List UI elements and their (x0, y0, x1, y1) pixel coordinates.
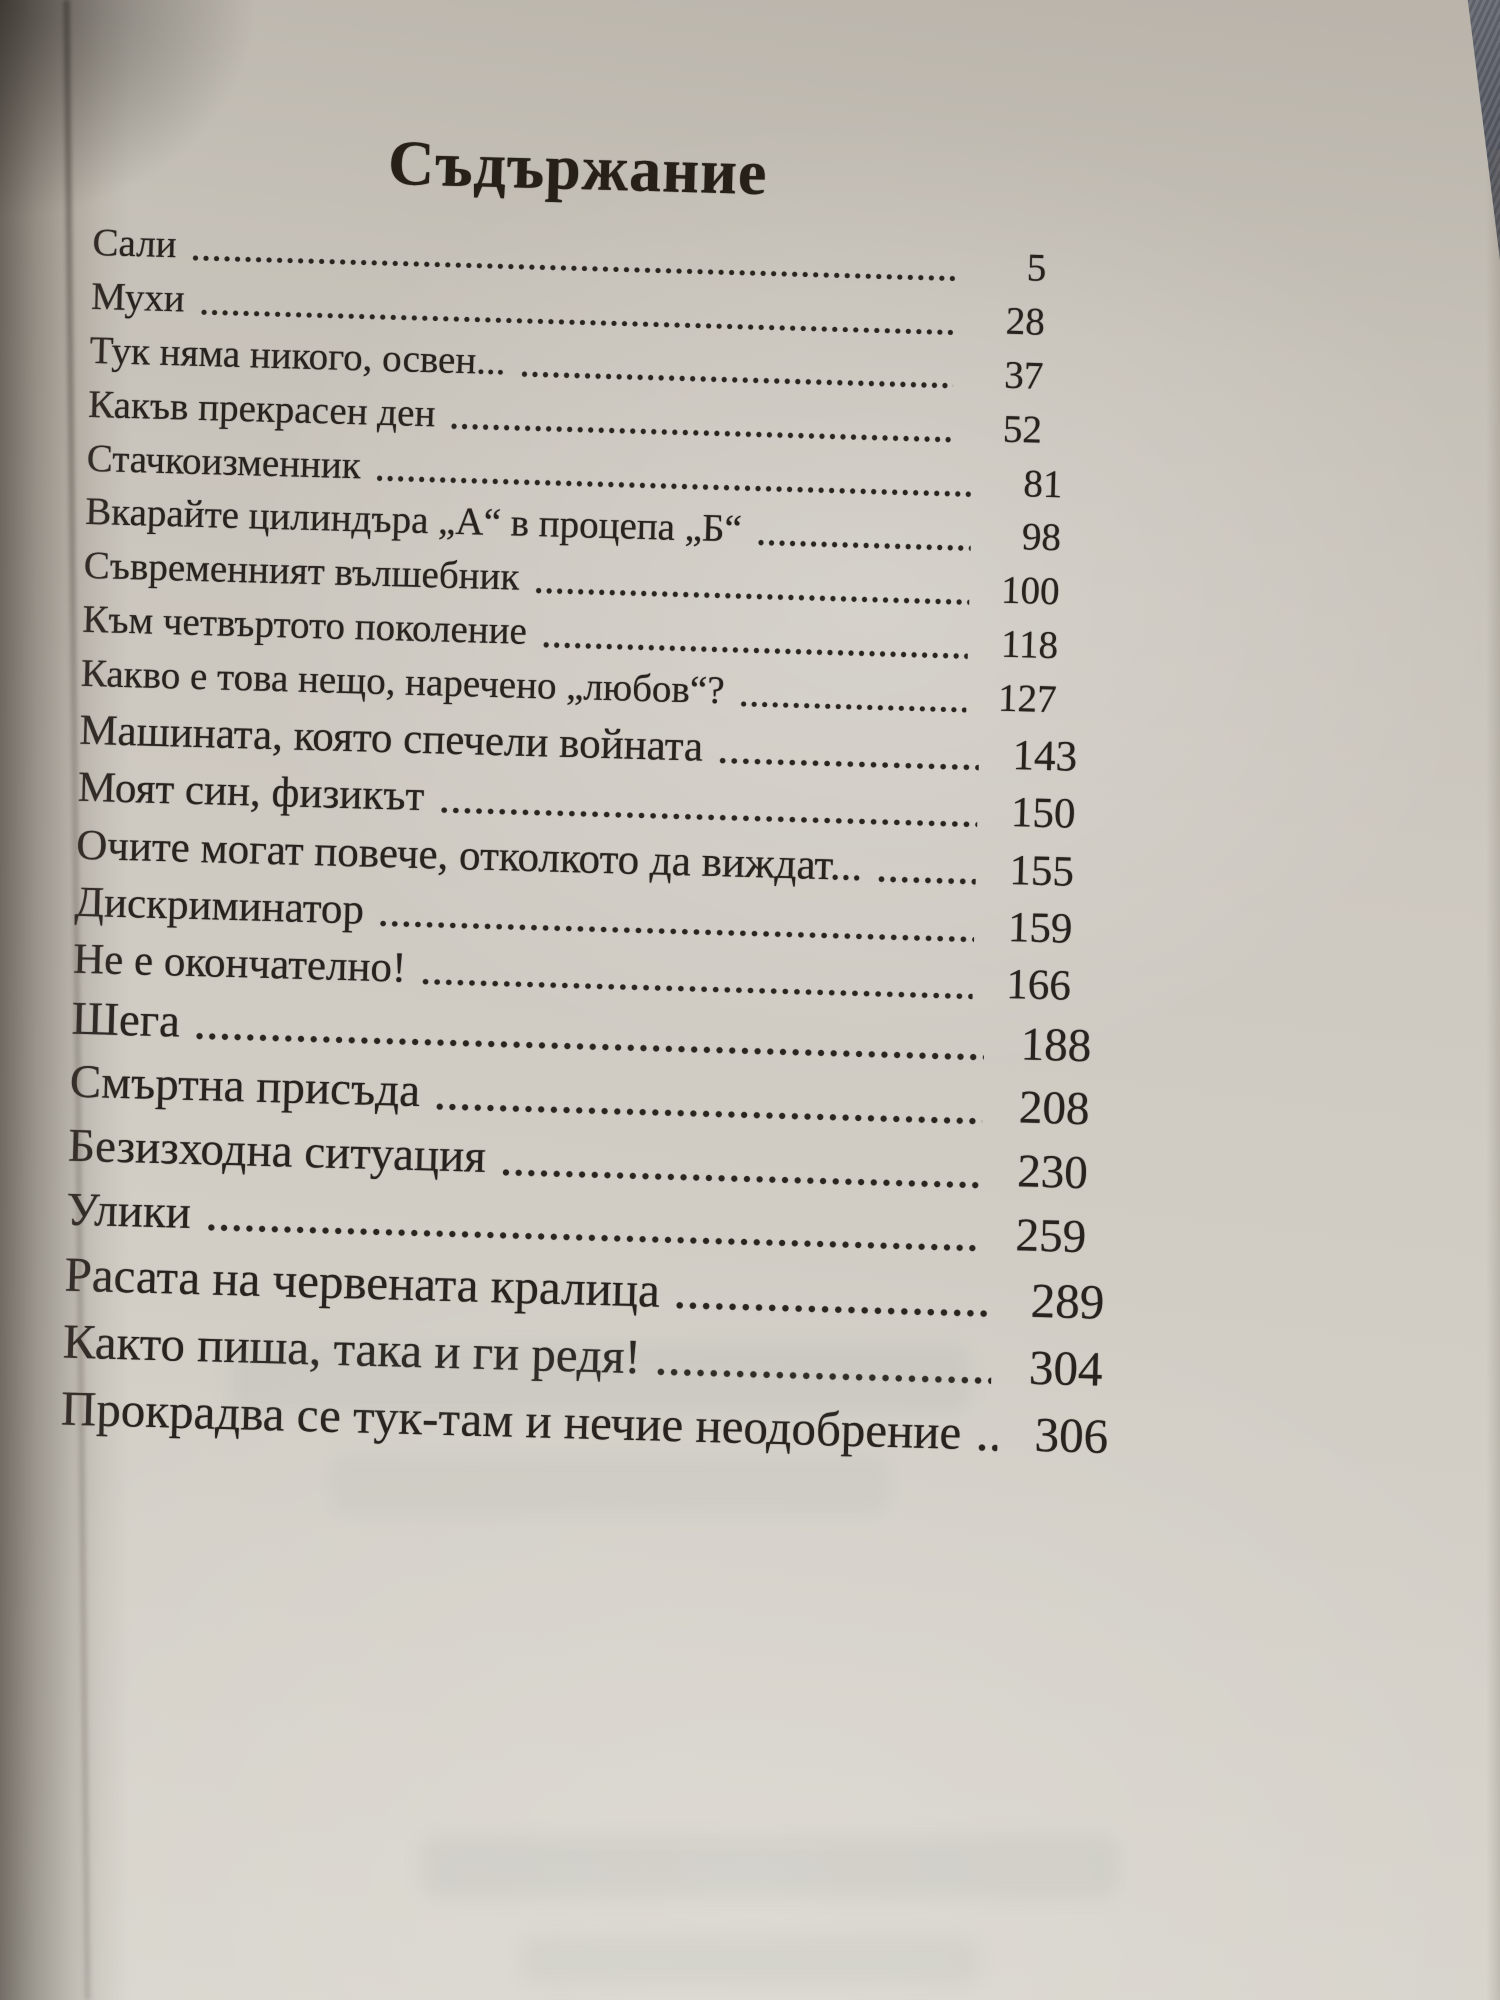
dot-leader (874, 843, 979, 893)
toc-entry-title: Тук няма никого, освен... (89, 328, 507, 383)
showthrough-ghost (520, 1935, 980, 1985)
toc-entry-title: Съвременният вълшебник (83, 544, 520, 599)
toc-entry-page: 208 (1018, 1081, 1091, 1136)
toc-entry-page: 98 (1021, 515, 1062, 560)
toc-entry-page: 259 (1014, 1208, 1087, 1263)
dot-leader (375, 887, 976, 951)
dot-leader (497, 1132, 984, 1197)
toc-entry-title: Расата на червената кралица (63, 1246, 661, 1318)
dot-leader (538, 611, 970, 666)
toc-entry-page: 28 (1005, 299, 1046, 344)
toc-entry-title: Очите могат повече, отколкото да виждат.… (75, 821, 863, 890)
dot-leader (191, 996, 987, 1069)
toc-entry-page: 155 (1008, 846, 1075, 896)
book-gutter-shadow (0, 0, 130, 2000)
dot-leader (202, 1188, 982, 1261)
toc-entry-title: Машината, която спечели войната (78, 706, 704, 771)
dot-leader (431, 1067, 985, 1134)
toc-entry-page: 230 (1016, 1145, 1089, 1200)
toc-entry-page: 166 (1005, 961, 1072, 1010)
toc-entry-title: Безизходна ситуация (67, 1119, 487, 1183)
toc-entry-title: Вкарайте цилиндъра „А“ в процепа „Б“ (84, 490, 743, 552)
toc-entry-page: 37 (1003, 353, 1044, 398)
toc-entry-page: 118 (1000, 622, 1059, 668)
dot-leader (447, 393, 955, 450)
dot-leader (418, 945, 976, 1007)
dot-leader (517, 341, 956, 396)
toc-entry-page: 159 (1007, 903, 1074, 953)
dot-leader (714, 724, 981, 778)
dot-leader (736, 671, 969, 720)
toc-entry-page: 143 (1011, 732, 1078, 781)
showthrough-ghost (420, 1835, 1120, 1899)
dot-leader (436, 774, 980, 836)
toc-entry-page: 52 (1002, 407, 1043, 452)
corner-shadow (0, 0, 260, 220)
toc-entry-title: Какъв прекрасен ден (87, 382, 436, 435)
toc-entry-page: 150 (1010, 789, 1077, 839)
toc-entry-page: 81 (1022, 461, 1064, 506)
dot-leader (531, 557, 972, 612)
dot-leader (671, 1264, 996, 1327)
dot-leader (188, 225, 959, 289)
toc-entry-page: 304 (1028, 1339, 1104, 1397)
toc-list: Сали 5 Мухи 28 Тук няма никого, освен...… (60, 221, 1132, 1464)
page-edge (1486, 150, 1500, 2000)
toc-entry-page: 188 (1020, 1017, 1092, 1072)
toc-entry-page: 5 (1026, 246, 1047, 290)
toc-entry-title: Към четвъртото поколение (81, 598, 528, 654)
toc-entry-page: 289 (1030, 1272, 1106, 1330)
toc-entry-page: 127 (997, 676, 1058, 722)
toc-entry-title: Какво е това нещо, наречено „любов“? (80, 651, 726, 713)
table-of-contents: Съдържание Сали 5 Мухи 28 Тук няма никог… (60, 118, 1136, 1477)
toc-entry-page: 100 (1000, 569, 1061, 614)
showthrough-ghost (230, 1345, 970, 1415)
dot-leader (372, 445, 975, 504)
dot-leader (196, 279, 957, 342)
dot-leader (753, 509, 974, 558)
dot-leader (973, 1406, 1000, 1461)
toc-entry-page: 306 (1033, 1406, 1109, 1464)
showthrough-ghost (330, 1455, 890, 1515)
